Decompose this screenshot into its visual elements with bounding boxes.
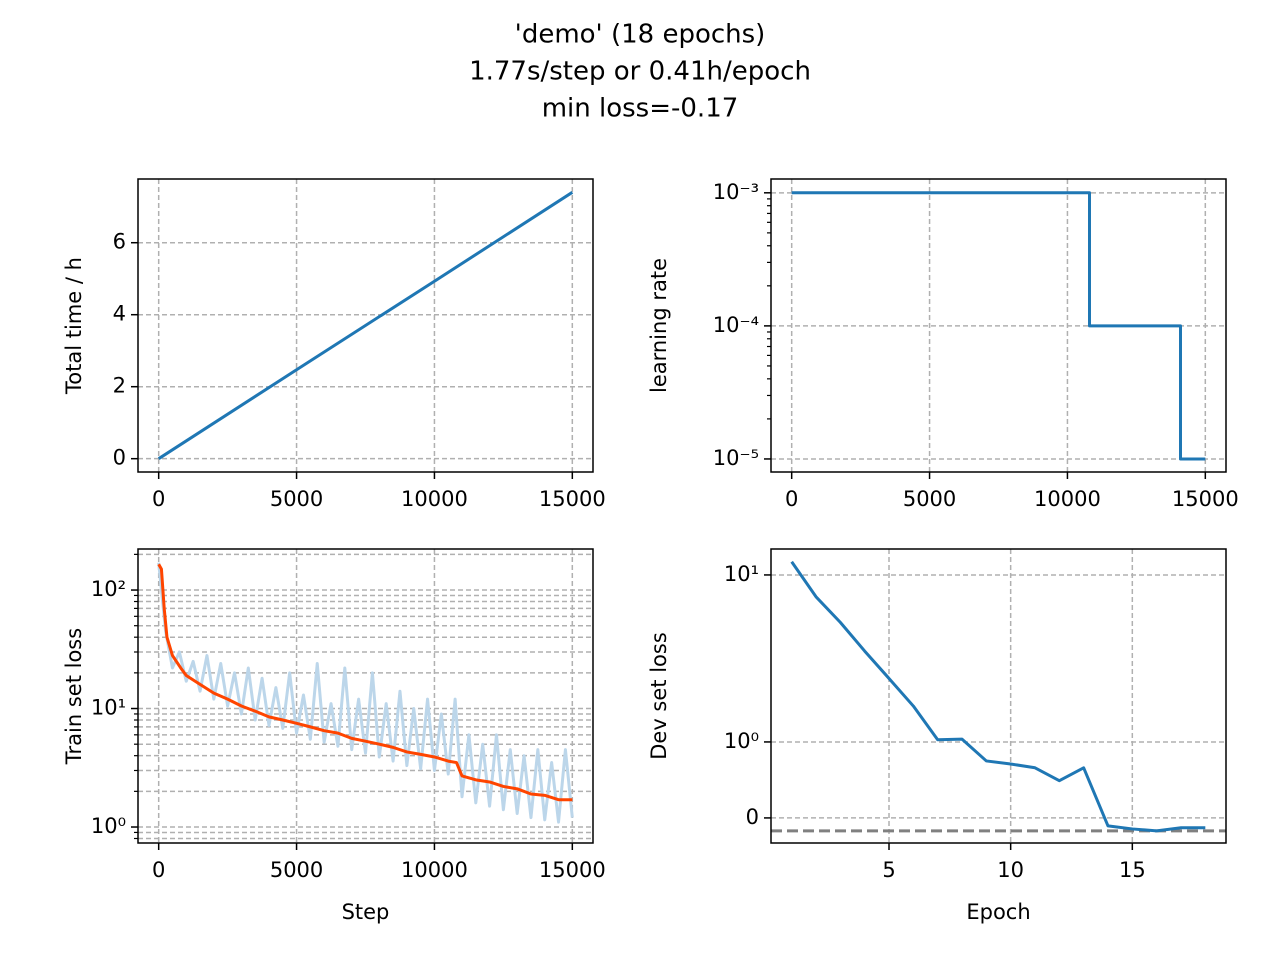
y-tick-label: 0 [113,446,126,470]
x-tick-label: 0 [152,487,165,511]
y-axis-label: Dev set loss [647,632,671,760]
y-tick-label: 6 [113,230,126,254]
x-tick-label: 10000 [1034,487,1101,511]
x-tick-label: 15000 [1172,487,1239,511]
x-tick-label: 0 [152,858,165,882]
x-tick-label: 10000 [401,487,468,511]
y-tick-label: 10¹ [724,562,759,586]
y-tick-label: 10⁰ [724,729,759,753]
y-axis-label: learning rate [647,258,671,393]
x-axis-label: Step [342,900,390,924]
y-tick-label: 4 [113,302,126,326]
y-axis-label: Train set loss [62,628,86,765]
suptitle-line: min loss=-0.17 [542,94,739,124]
subplot: 0 2 4 6 0 5000 10000 15000 Total time / h [62,178,606,511]
subplot: 10⁻⁵ 10⁻⁴ 10⁻³ 0 5000 10000 15000 learning rate [647,178,1239,511]
x-tick-label: 10 [997,858,1024,882]
x-tick-label: 15000 [539,858,606,882]
axes-frame [137,178,594,473]
subplot: 10⁰ 10¹ 10² 0 5000 10000 15000 Train set loss St… [62,548,606,924]
series-line [157,562,574,824]
y-tick-label: 10⁻⁵ [713,446,759,470]
series-line [157,563,573,802]
x-tick-label: 5 [882,858,895,882]
x-tick-label: 5000 [270,858,323,882]
y-tick-label: 10⁻⁴ [713,313,759,337]
y-tick-label: 10² [91,577,126,601]
y-tick-label: 2 [113,374,126,398]
y-tick-label: 10¹ [91,696,126,720]
axes-frame [137,548,594,844]
axes-frame [770,178,1227,473]
series-line [791,191,1206,461]
suptitle-line: 1.77s/step or 0.41h/epoch [469,57,811,87]
subplot: 0 10⁰ 10¹ 5 10 15 Dev set loss Epoch [647,548,1227,924]
axes-frame [770,548,1227,844]
y-tick-label: 10⁻³ [713,180,759,204]
y-tick-label: 10⁰ [91,814,126,838]
series-line [157,191,574,460]
suptitle-line: 'demo' (18 epochs) [515,20,766,50]
x-tick-label: 15 [1119,858,1146,882]
x-tick-label: 0 [785,487,798,511]
x-tick-label: 15000 [539,487,606,511]
x-tick-label: 5000 [903,487,956,511]
x-tick-label: 5000 [270,487,323,511]
y-tick-label: 0 [746,805,759,829]
series-line [790,560,1206,833]
x-axis-label: Epoch [966,900,1030,924]
x-tick-label: 10000 [401,858,468,882]
y-axis-label: Total time / h [62,257,86,395]
